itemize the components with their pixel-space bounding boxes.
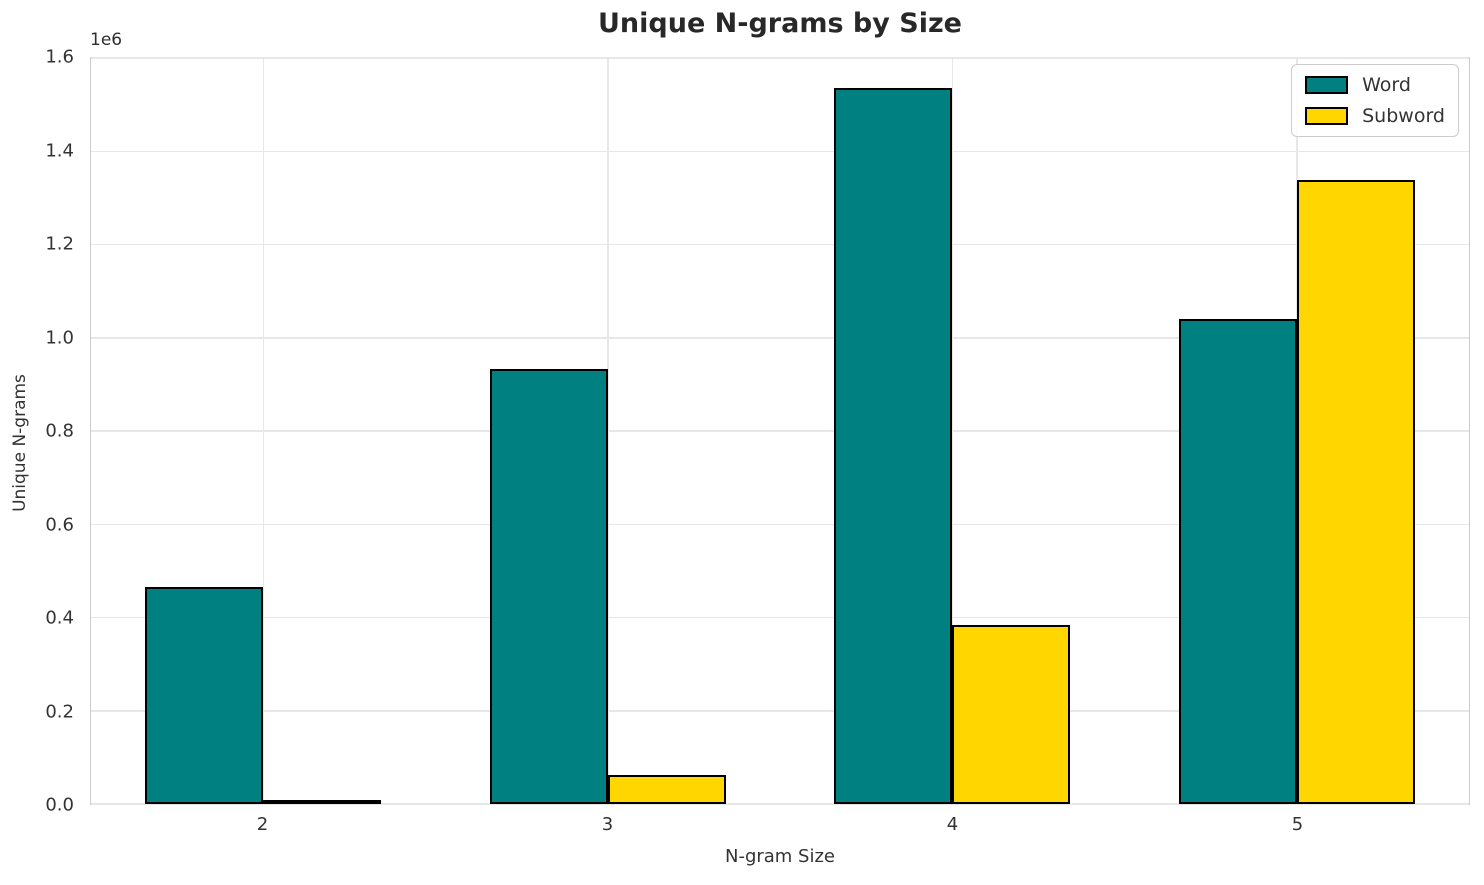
- h-gridline: [91, 616, 1469, 619]
- y-axis-offset-label: 1e6: [90, 30, 123, 50]
- bar-groups: [91, 58, 1469, 804]
- v-gridline: [607, 58, 609, 804]
- bar-subword-5: [1296, 179, 1415, 804]
- legend: Word Subword: [1291, 64, 1459, 137]
- v-gridline: [262, 58, 264, 804]
- bar-word-3: [489, 369, 608, 804]
- y-tick-1.0: 1.0: [45, 327, 74, 348]
- bar-group-2: [91, 58, 436, 804]
- x-tick-2: 2: [256, 814, 269, 835]
- y-tick-0.2: 0.2: [45, 701, 74, 722]
- h-gridline: [91, 430, 1469, 432]
- x-tick-3: 3: [601, 814, 614, 835]
- bar-word-2: [145, 587, 264, 804]
- legend-label-subword: Subword: [1362, 105, 1445, 127]
- legend-label-word: Word: [1362, 74, 1411, 96]
- bar-group-3: [436, 58, 781, 804]
- y-tick-1.6: 1.6: [45, 46, 74, 68]
- bar-word-5: [1178, 318, 1297, 804]
- h-gridline: [91, 710, 1469, 712]
- bar-group-4: [780, 58, 1125, 804]
- y-tick-0.8: 0.8: [45, 420, 74, 442]
- y-tick-1.2: 1.2: [45, 233, 74, 255]
- y-tick-1.4: 1.4: [45, 140, 74, 161]
- y-tick-0.0: 0.0: [45, 794, 74, 816]
- h-gridline: [91, 523, 1469, 525]
- y-tick-0.4: 0.4: [45, 607, 74, 629]
- bar-word-4: [834, 87, 953, 804]
- bar-subword-3: [607, 775, 726, 804]
- h-gridline: [91, 337, 1469, 339]
- v-gridline: [951, 58, 953, 804]
- legend-swatch-subword: [1305, 107, 1349, 125]
- h-gridline: [91, 150, 1469, 152]
- h-gridline: [91, 243, 1469, 246]
- bar-subword-4: [952, 624, 1071, 804]
- y-tick-0.6: 0.6: [45, 514, 74, 535]
- bar-group-5: [1125, 58, 1470, 804]
- h-gridline: [91, 57, 1469, 59]
- x-tick-5: 5: [1291, 814, 1304, 835]
- x-tick-4: 4: [946, 814, 959, 835]
- legend-swatch-word: [1305, 76, 1349, 94]
- legend-item-subword: Subword: [1305, 105, 1445, 127]
- chart-title: Unique N-grams by Size: [598, 8, 962, 39]
- x-axis-label: N-gram Size: [724, 846, 836, 867]
- x-axis-tick-labels: 2 3 4 5: [90, 814, 1470, 840]
- bar-subword-2: [263, 800, 382, 804]
- h-gridline: [91, 803, 1469, 805]
- plot-area: Word Subword: [90, 57, 1470, 805]
- legend-item-word: Word: [1305, 74, 1445, 96]
- y-axis-tick-labels: 0.0 0.2 0.4 0.6 0.8 1.0 1.2 1.4 1.6: [0, 47, 82, 816]
